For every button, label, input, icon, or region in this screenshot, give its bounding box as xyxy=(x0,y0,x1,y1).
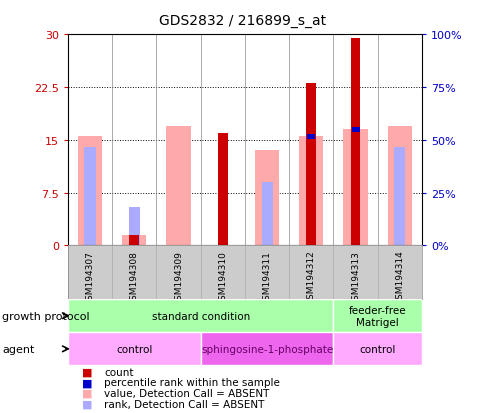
Bar xyxy=(333,332,421,366)
Text: sphingosine-1-phosphate: sphingosine-1-phosphate xyxy=(200,344,333,354)
Bar xyxy=(128,207,139,246)
Text: ■: ■ xyxy=(82,388,93,398)
Text: ■: ■ xyxy=(82,367,93,377)
Bar xyxy=(299,137,323,246)
Bar xyxy=(387,126,411,246)
Text: count: count xyxy=(104,367,134,377)
Text: ■: ■ xyxy=(82,377,93,387)
Bar xyxy=(217,133,227,246)
Text: GSM194311: GSM194311 xyxy=(262,250,271,305)
Bar xyxy=(129,235,139,246)
Text: GSM194312: GSM194312 xyxy=(306,250,315,305)
Bar xyxy=(351,128,359,132)
Text: GSM194313: GSM194313 xyxy=(350,250,359,305)
Bar xyxy=(68,299,333,332)
Bar xyxy=(393,147,405,246)
Bar xyxy=(306,84,316,246)
Text: rank, Detection Call = ABSENT: rank, Detection Call = ABSENT xyxy=(104,399,264,409)
Text: percentile rank within the sample: percentile rank within the sample xyxy=(104,377,280,387)
Bar xyxy=(307,135,315,139)
Bar xyxy=(333,299,421,332)
Bar xyxy=(68,332,200,366)
Bar xyxy=(166,126,190,246)
Bar xyxy=(350,39,360,246)
Text: feeder-free
Matrigel: feeder-free Matrigel xyxy=(348,305,406,327)
Bar xyxy=(255,151,279,246)
Bar xyxy=(78,137,102,246)
Text: GSM194310: GSM194310 xyxy=(218,250,227,305)
Bar xyxy=(84,147,95,246)
Bar xyxy=(122,235,146,246)
Bar xyxy=(200,332,333,366)
Text: control: control xyxy=(116,344,152,354)
Text: growth protocol: growth protocol xyxy=(2,311,90,321)
Text: standard condition: standard condition xyxy=(151,311,249,321)
Text: GSM194307: GSM194307 xyxy=(85,250,94,305)
Text: GSM194314: GSM194314 xyxy=(394,250,404,305)
Bar xyxy=(343,130,367,246)
Text: value, Detection Call = ABSENT: value, Detection Call = ABSENT xyxy=(104,388,269,398)
Text: GSM194308: GSM194308 xyxy=(130,250,138,305)
Text: GDS2832 / 216899_s_at: GDS2832 / 216899_s_at xyxy=(159,14,325,28)
Text: agent: agent xyxy=(2,344,35,354)
Text: GSM194309: GSM194309 xyxy=(174,250,182,305)
Bar xyxy=(261,183,272,246)
Text: control: control xyxy=(359,344,395,354)
Text: ■: ■ xyxy=(82,399,93,409)
